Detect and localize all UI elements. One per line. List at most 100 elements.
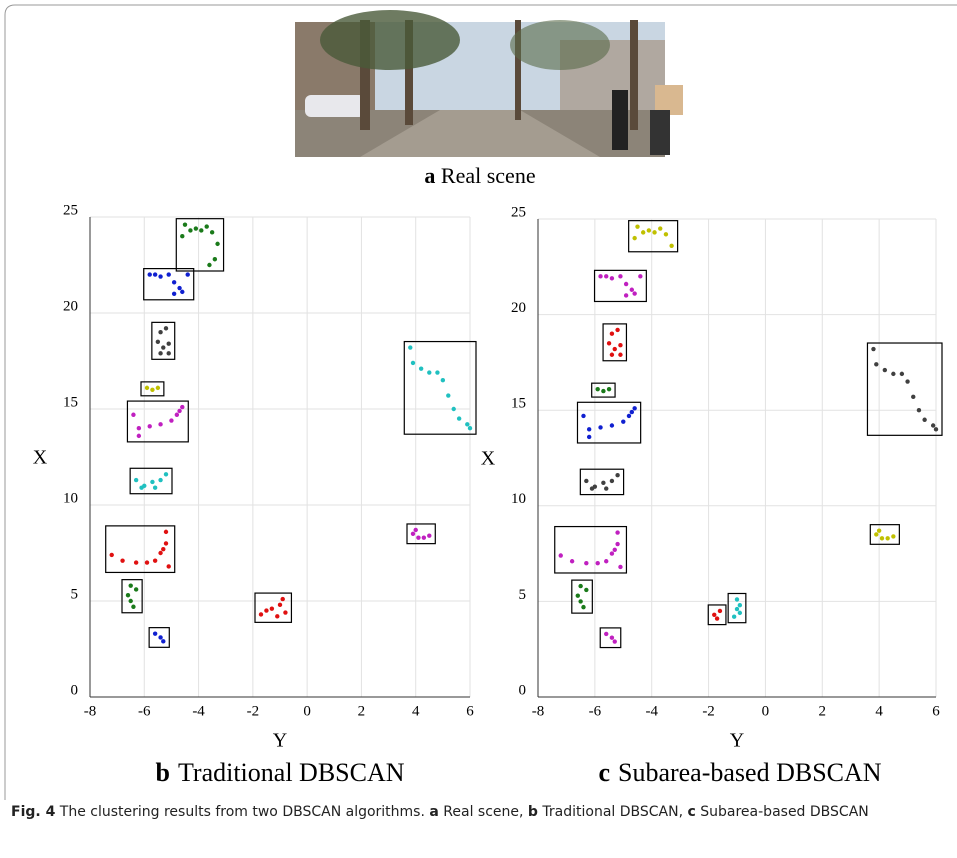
figure-caption: Fig. 4 The clustering results from two D…	[11, 802, 911, 823]
point	[610, 332, 614, 336]
point	[917, 408, 921, 412]
point	[934, 427, 938, 431]
point	[158, 635, 162, 639]
point	[134, 478, 138, 482]
point	[270, 606, 274, 610]
point	[669, 244, 673, 248]
caption-bold: a	[429, 804, 438, 820]
point	[905, 379, 909, 383]
caption-text: Real scene,	[439, 804, 528, 820]
cluster-box	[603, 324, 626, 361]
y-tick-label: 20	[63, 298, 78, 314]
point	[283, 610, 287, 614]
point	[615, 542, 619, 546]
point	[161, 345, 165, 349]
point	[264, 608, 268, 612]
point	[414, 528, 418, 532]
point	[621, 419, 625, 423]
point	[177, 286, 181, 290]
point	[715, 616, 719, 620]
point	[259, 612, 263, 616]
caption-text: The clustering results from two DBSCAN a…	[55, 804, 429, 820]
cluster-box	[867, 343, 942, 435]
x-tick-label: 2	[358, 703, 366, 719]
point	[618, 565, 622, 569]
point	[601, 389, 605, 393]
point	[153, 272, 157, 276]
point	[630, 288, 634, 292]
cluster-box	[708, 605, 726, 625]
point	[134, 560, 138, 564]
point	[613, 347, 617, 351]
x-tick-label: -8	[84, 703, 97, 719]
point	[145, 386, 149, 390]
point	[153, 558, 157, 562]
point	[581, 605, 585, 609]
point	[900, 372, 904, 376]
y-tick-label: 10	[511, 491, 526, 507]
x-tick-label: -8	[532, 703, 545, 719]
point	[281, 597, 285, 601]
point	[610, 353, 614, 357]
point	[158, 274, 162, 278]
point	[877, 528, 881, 532]
photo	[295, 10, 683, 157]
point	[618, 274, 622, 278]
point	[618, 353, 622, 357]
point	[615, 473, 619, 477]
point	[735, 597, 739, 601]
panel-label: c	[598, 758, 610, 787]
point	[129, 599, 133, 603]
point	[874, 362, 878, 366]
point	[610, 479, 614, 483]
caption-text: Traditional DBSCAN,	[538, 804, 688, 820]
point	[613, 548, 617, 552]
point	[161, 639, 165, 643]
point	[664, 232, 668, 236]
x-tick-label: 0	[303, 703, 311, 719]
point	[590, 486, 594, 490]
point	[647, 228, 651, 232]
y-tick-label: 0	[71, 682, 79, 698]
x-tick-label: -6	[138, 703, 151, 719]
point	[632, 236, 636, 240]
point	[732, 614, 736, 618]
image-caption-text: Real scene	[441, 163, 536, 188]
point	[615, 328, 619, 332]
x-tick-label: 6	[466, 703, 474, 719]
point	[172, 280, 176, 284]
point	[931, 423, 935, 427]
point	[213, 257, 217, 261]
point	[134, 587, 138, 591]
caption-bold: c	[688, 804, 696, 820]
point	[604, 274, 608, 278]
point	[164, 530, 168, 534]
point	[120, 558, 124, 562]
x-tick-label: -6	[589, 703, 602, 719]
point	[735, 607, 739, 611]
x-tick-label: 4	[875, 703, 883, 719]
point	[164, 541, 168, 545]
point	[167, 564, 171, 568]
point	[215, 242, 219, 246]
chart: -8-6-4-202460510152025YXbTraditional DBS…	[33, 202, 476, 787]
x-tick-label: 2	[819, 703, 827, 719]
point	[891, 534, 895, 538]
point	[131, 605, 135, 609]
point	[199, 228, 203, 232]
point	[712, 613, 716, 617]
point	[604, 486, 608, 490]
point	[161, 547, 165, 551]
x-axis-title: Y	[273, 730, 287, 752]
panel-label: b	[155, 758, 169, 787]
caption-bold: b	[528, 804, 538, 820]
point	[598, 274, 602, 278]
y-axis-title: X	[481, 448, 496, 470]
point	[604, 632, 608, 636]
x-tick-label: 6	[932, 703, 940, 719]
point	[205, 224, 209, 228]
point	[153, 486, 157, 490]
point	[186, 272, 190, 276]
caption-bold: Fig. 4	[11, 804, 55, 820]
point	[652, 230, 656, 234]
